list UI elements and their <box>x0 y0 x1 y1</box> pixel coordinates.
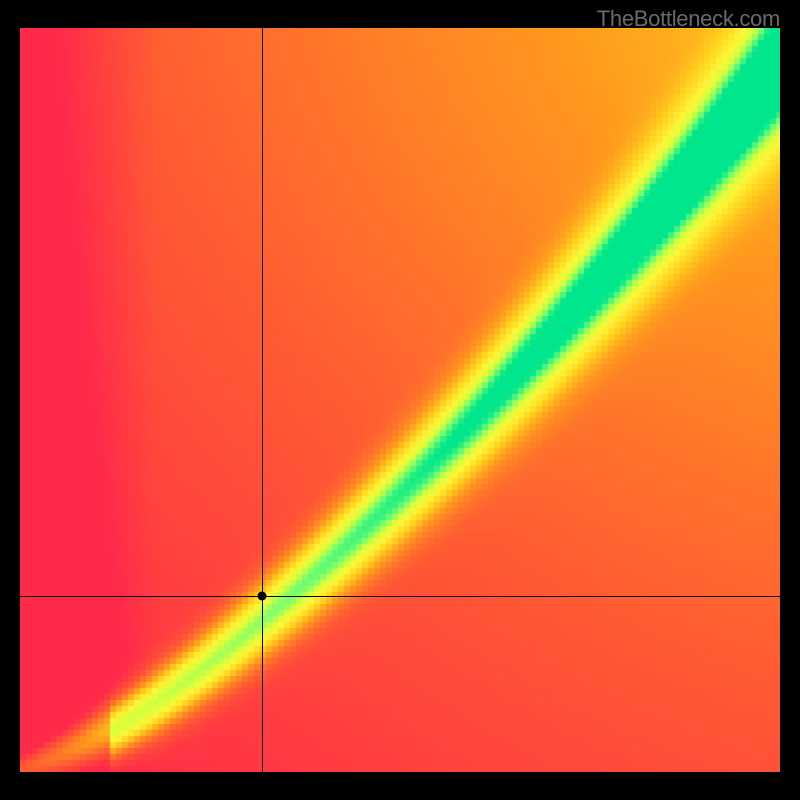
heatmap-plot <box>20 28 780 772</box>
heatmap-canvas <box>20 28 780 772</box>
watermark-text: TheBottleneck.com <box>597 6 780 32</box>
data-point-marker <box>257 592 266 601</box>
crosshair-horizontal <box>20 596 780 597</box>
crosshair-vertical <box>262 28 263 772</box>
